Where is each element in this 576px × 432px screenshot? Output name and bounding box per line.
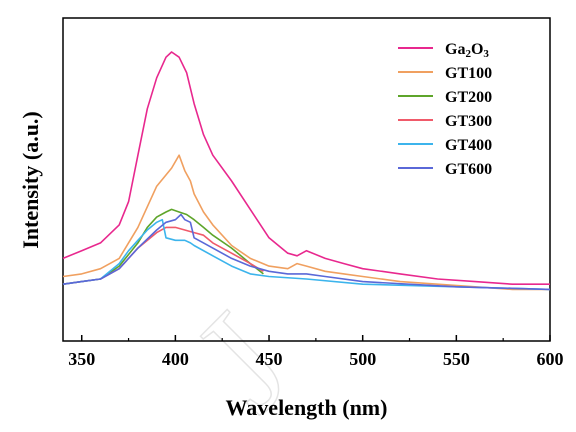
legend-label-ga2o3: Ga2O3 (445, 41, 489, 60)
legend-label-gt200: GT200 (445, 89, 492, 106)
x-tick-label: 400 (162, 349, 189, 369)
x-tick-label: 600 (537, 349, 564, 369)
legend: Ga2O3 GT100 GT200 GT300 GT400 GT600 (398, 41, 492, 178)
legend-label-part: 2 (465, 48, 471, 60)
x-axis-title: Wavelength (nm) (226, 395, 388, 420)
series-layer (62, 51, 551, 291)
legend-label-part: Ga (445, 41, 465, 58)
series-line-gt300 (62, 226, 264, 285)
series-line-gt400 (62, 218, 551, 291)
legend-label-gt100: GT100 (445, 65, 492, 82)
series-line-gt200 (62, 208, 264, 285)
y-axis-title: Intensity (a.u.) (18, 111, 43, 249)
series-line-ga2o3 (62, 51, 550, 286)
series-line-gt100 (62, 154, 550, 291)
plot-frame (62, 17, 551, 342)
x-tick-label: 550 (443, 349, 470, 369)
x-tick-label: 350 (68, 349, 95, 369)
legend-label-part: 3 (483, 48, 489, 60)
legend-label-gt600: GT600 (445, 161, 492, 178)
plot-area: 350 400 450 500 550 600 (62, 17, 564, 369)
legend-label-gt300: GT300 (445, 113, 492, 130)
x-tick-label: 450 (256, 349, 283, 369)
legend-label-gt400: GT400 (445, 137, 492, 154)
x-ticks: 350 400 450 500 550 600 (68, 335, 564, 369)
series-line-gt600 (62, 213, 551, 291)
x-tick-label: 500 (349, 349, 376, 369)
legend-label-part: O (471, 41, 483, 58)
